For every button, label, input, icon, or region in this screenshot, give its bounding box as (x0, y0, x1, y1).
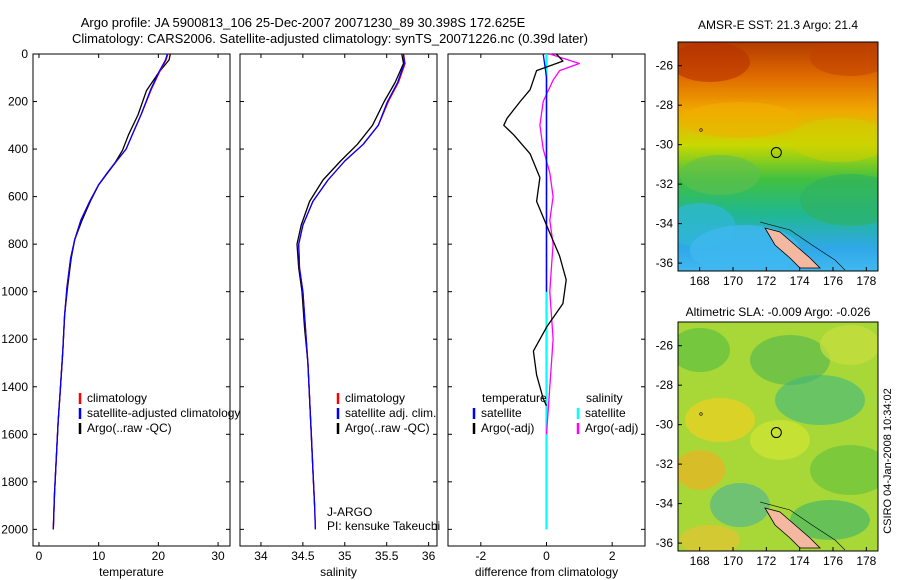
salinity-xlabel: salinity (320, 565, 357, 579)
salinity-xtick-label: 35.5 (375, 549, 399, 563)
temperature-ytick-label: 600 (8, 190, 28, 204)
sst_map-xtick-label: 168 (690, 274, 710, 288)
sst_map-ytick-label: -26 (656, 59, 674, 73)
temperature-legend-label: Argo(..raw -QC) (87, 421, 172, 435)
difference-legend-label: Argo(-adj) (481, 421, 534, 435)
sst-map-title: AMSR-E SST: 21.3 Argo: 21.4 (698, 18, 858, 32)
temperature-xtick-label: 20 (152, 549, 166, 563)
sla-map-title: Altimetric SLA: -0.009 Argo: -0.026 (686, 305, 871, 319)
temperature-ytick-label: 1600 (1, 427, 28, 441)
sla_map-xtick-label: 170 (723, 554, 743, 568)
credit-line2: PI: kensuke Takeuchi (327, 519, 440, 533)
difference-xtick-label: -2 (475, 549, 486, 563)
sst_map-ytick-label: -32 (656, 177, 674, 191)
temperature-legend-label: satellite-adjusted climatology (87, 406, 240, 420)
difference-legend-group-title: temperature (482, 391, 547, 405)
sla-map-field (670, 322, 890, 555)
temperature-ytick-label: 400 (8, 142, 28, 156)
sla-map-panel: Altimetric SLA: -0.009 Argo: -0.026 168 1… (656, 305, 890, 568)
figure-title-line1: Argo profile: JA 5900813_106 25-Dec-2007… (81, 15, 526, 30)
temperature-ytick-label: 2000 (1, 522, 28, 536)
difference-xlabel: difference from climatology (475, 565, 618, 579)
sst_map-ytick-label: -30 (656, 138, 674, 152)
temperature-ytick-label: 800 (8, 237, 28, 251)
difference-xtick-label: 0 (543, 549, 550, 563)
temperature-ytick-label: 1000 (1, 285, 28, 299)
credit-line1: J-ARGO (327, 505, 372, 519)
sst_map-xtick-label: 174 (790, 274, 810, 288)
argo-profile-figure: Argo profile: JA 5900813_106 25-Dec-2007… (0, 0, 900, 580)
difference-legend-label: satellite (481, 406, 522, 420)
side-timestamp: CSIRO 04-Jan-2008 10:34:02 (882, 388, 894, 534)
sst_map-xtick-label: 176 (823, 274, 843, 288)
sla_map-xtick-label: 176 (823, 554, 843, 568)
sla_map-xtick-label: 174 (790, 554, 810, 568)
salinity-legend-label: climatology (345, 391, 405, 405)
temperature-panel: 0 10 20 30 0 200 400 600 800 1000 1200 1400 1600 1800… (1, 47, 240, 579)
sst_map-xtick-label: 172 (756, 274, 776, 288)
sst_map-xtick-label: 170 (723, 274, 743, 288)
temperature-xtick-label: 0 (36, 549, 43, 563)
sst_map-ytick-label: -28 (656, 98, 674, 112)
temperature-ytick-label: 1400 (1, 380, 28, 394)
sla_map-xtick-label: 178 (856, 554, 876, 568)
difference-legend-group-title: salinity (586, 391, 623, 405)
salinity-xtick-label: 36 (422, 549, 436, 563)
difference-xtick-label: 2 (609, 549, 616, 563)
sst_map-ytick-label: -36 (656, 256, 674, 270)
difference-legend-label: satellite (585, 406, 626, 420)
salinity-plot-frame (240, 54, 437, 546)
temperature-xtick-label: 30 (211, 549, 225, 563)
sla_map-xtick-label: 168 (690, 554, 710, 568)
temperature-ytick-label: 0 (21, 47, 28, 61)
sla_map-ytick-label: -34 (656, 497, 674, 511)
sla_map-ytick-label: -36 (656, 536, 674, 550)
salinity-legend-label: Argo(..raw -QC) (345, 421, 430, 435)
sla_map-ytick-label: -26 (656, 339, 674, 353)
temperature-ytick-label: 200 (8, 95, 28, 109)
temperature-xtick-label: 10 (92, 549, 106, 563)
sla_map-ytick-label: -32 (656, 457, 674, 471)
sst_map-xtick-label: 178 (856, 274, 876, 288)
salinity-xtick-label: 34.5 (291, 549, 315, 563)
difference-panel: -2 0 2 difference from climatology temperatu… (448, 54, 645, 579)
temperature-legend-label: climatology (87, 391, 147, 405)
salinity-xtick-label: 34 (254, 549, 268, 563)
difference-legend-label: Argo(-adj) (585, 421, 638, 435)
sst-map-field (665, 40, 900, 275)
temperature-ytick-label: 1200 (1, 332, 28, 346)
salinity-legend-label: satellite adj. clim. (345, 406, 436, 420)
sst_map-ytick-label: -34 (656, 217, 674, 231)
sla_map-ytick-label: -28 (656, 378, 674, 392)
figure-title-line2: Climatology: CARS2006. Satellite-adjuste… (72, 31, 588, 46)
salinity-panel: 34 34.5 35 35.5 36 salinity climatologysatelli… (240, 54, 437, 579)
salinity-xtick-label: 35 (338, 549, 352, 563)
sla_map-ytick-label: -30 (656, 418, 674, 432)
temperature-xlabel: temperature (99, 565, 164, 579)
sst-map-panel: AMSR-E SST: 21.3 Argo: 21.4 168 170 172 174… (656, 18, 900, 288)
sla_map-xtick-label: 172 (756, 554, 776, 568)
temperature-ytick-label: 1800 (1, 475, 28, 489)
